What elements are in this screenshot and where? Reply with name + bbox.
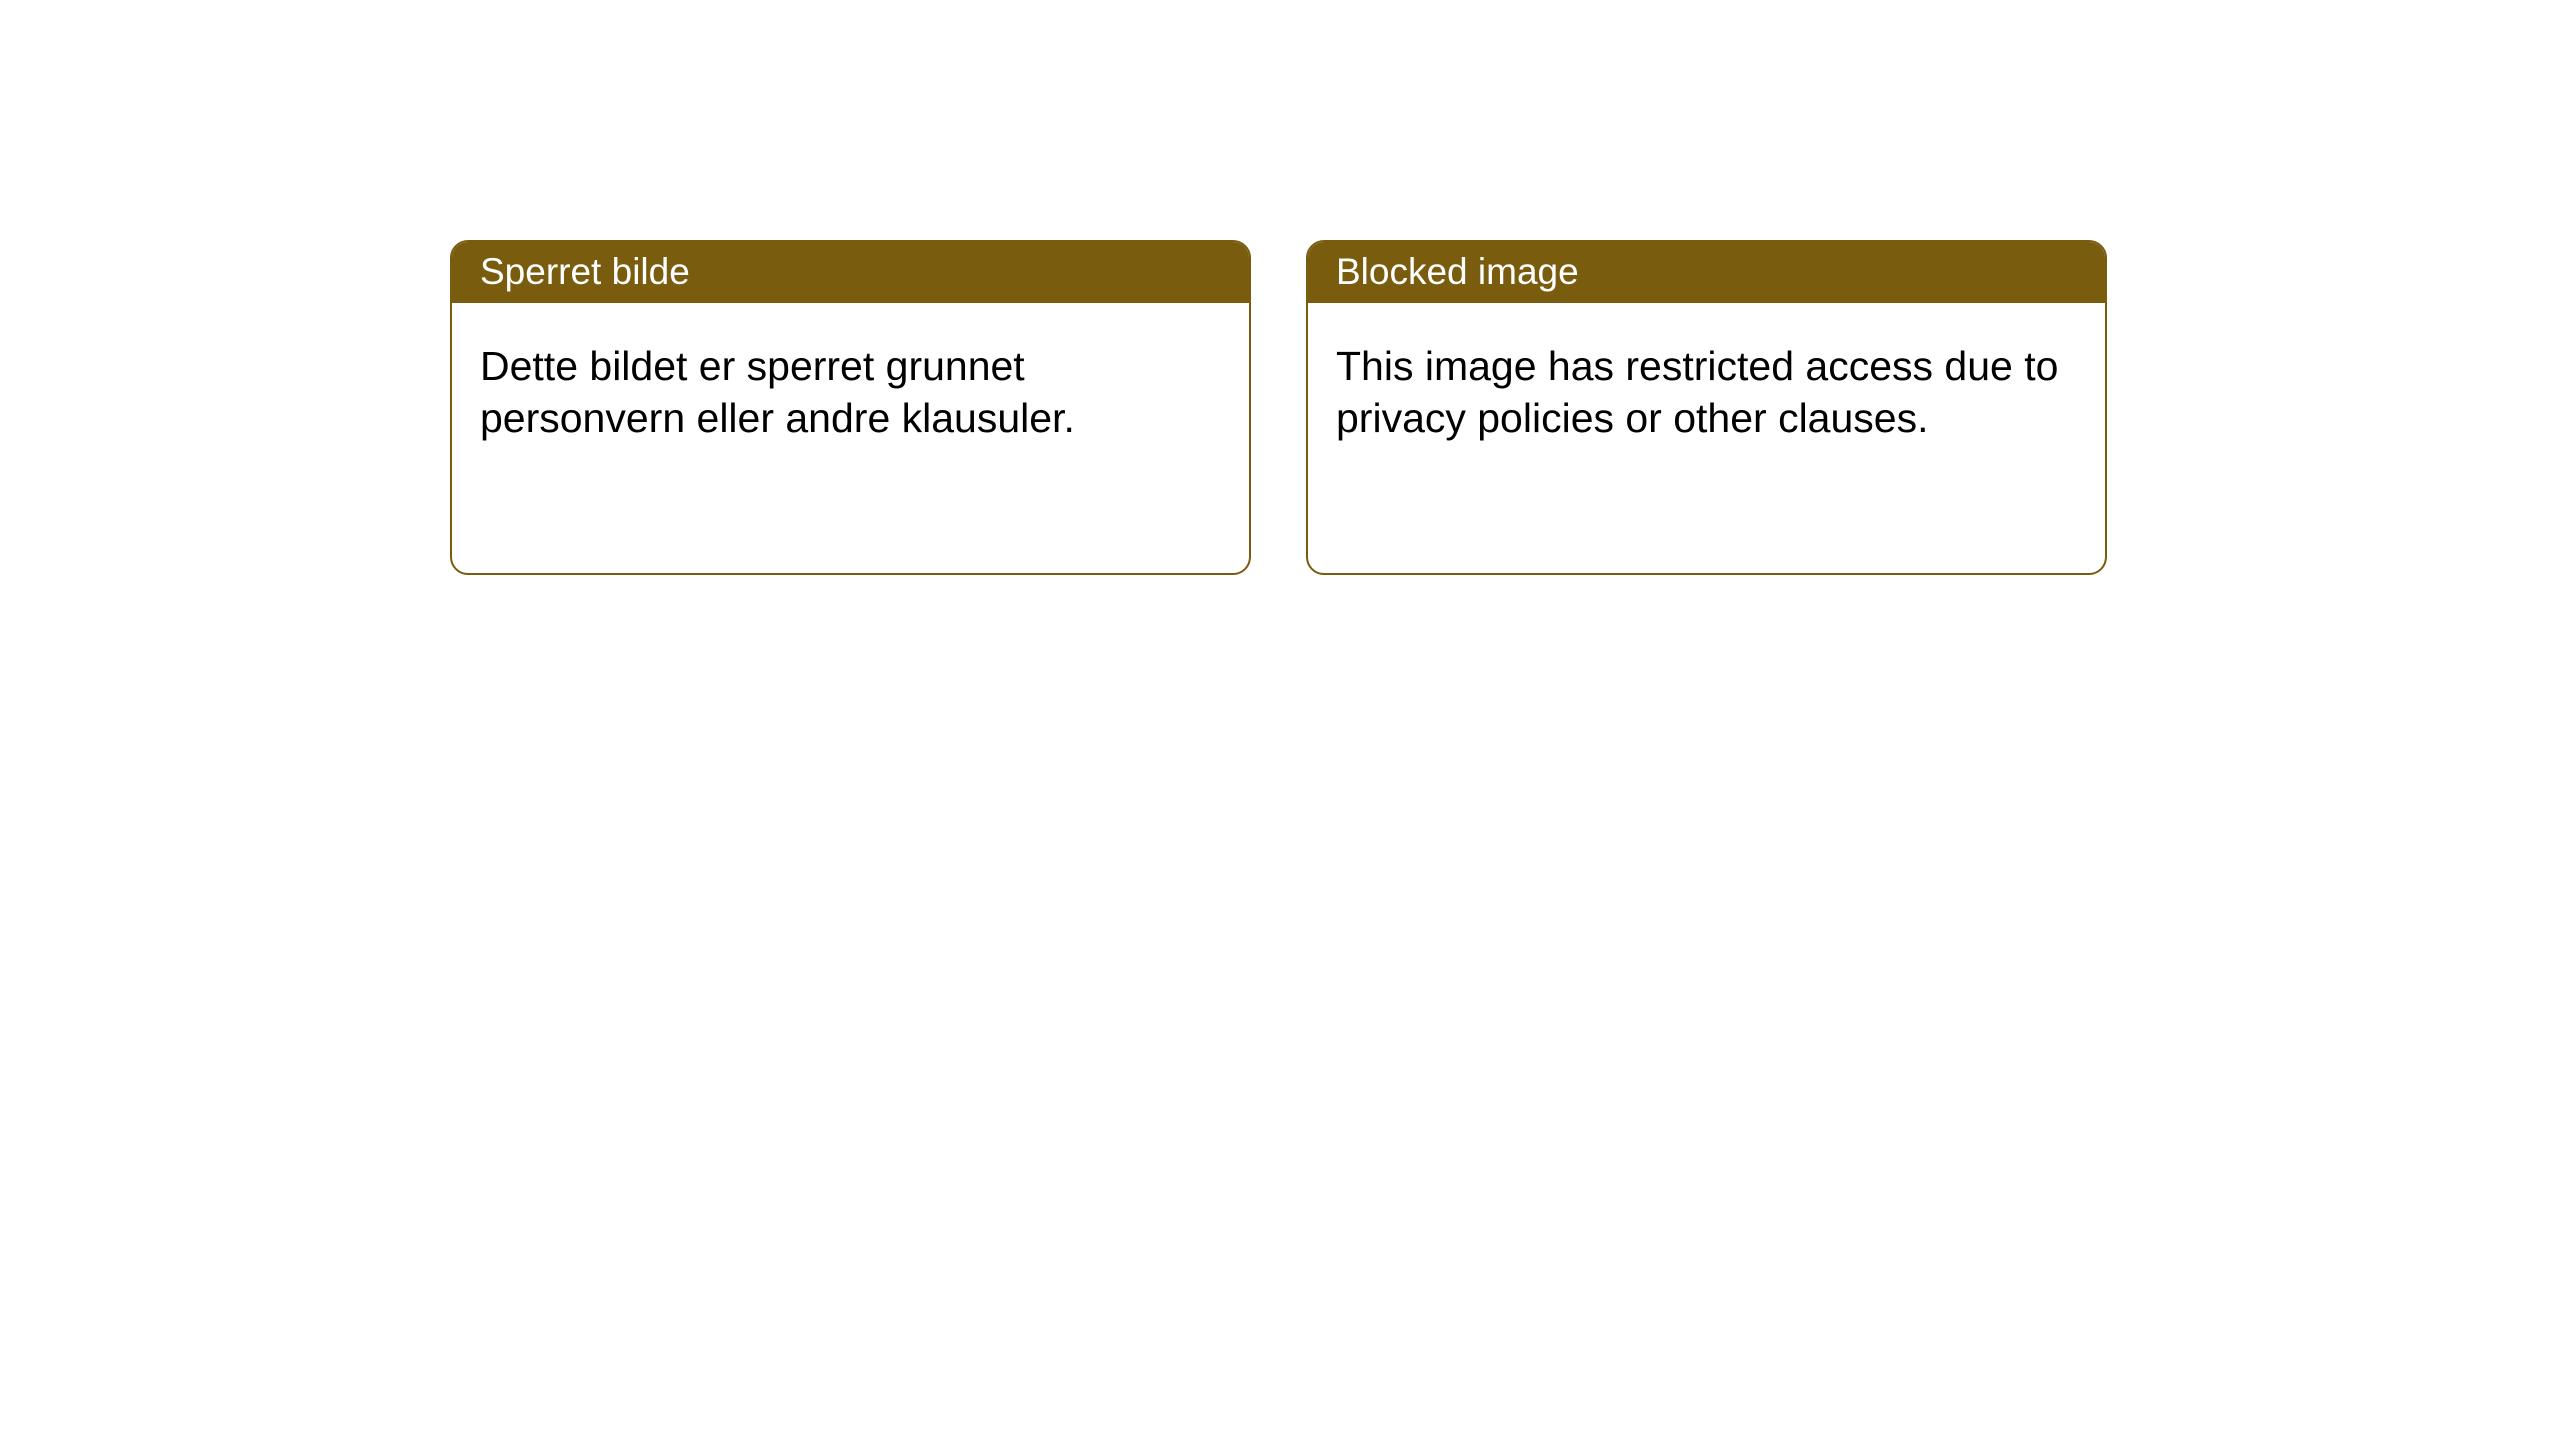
card-title-en: Blocked image — [1336, 251, 1579, 292]
card-text-no: Dette bildet er sperret grunnet personve… — [480, 343, 1075, 441]
card-title-no: Sperret bilde — [480, 251, 690, 292]
card-body-no: Dette bildet er sperret grunnet personve… — [452, 303, 1249, 573]
blocked-image-card-no: Sperret bilde Dette bildet er sperret gr… — [450, 240, 1251, 575]
card-text-en: This image has restricted access due to … — [1336, 343, 2058, 441]
card-header-en: Blocked image — [1308, 242, 2105, 303]
cards-container: Sperret bilde Dette bildet er sperret gr… — [0, 0, 2560, 575]
card-header-no: Sperret bilde — [452, 242, 1249, 303]
blocked-image-card-en: Blocked image This image has restricted … — [1306, 240, 2107, 575]
card-body-en: This image has restricted access due to … — [1308, 303, 2105, 573]
